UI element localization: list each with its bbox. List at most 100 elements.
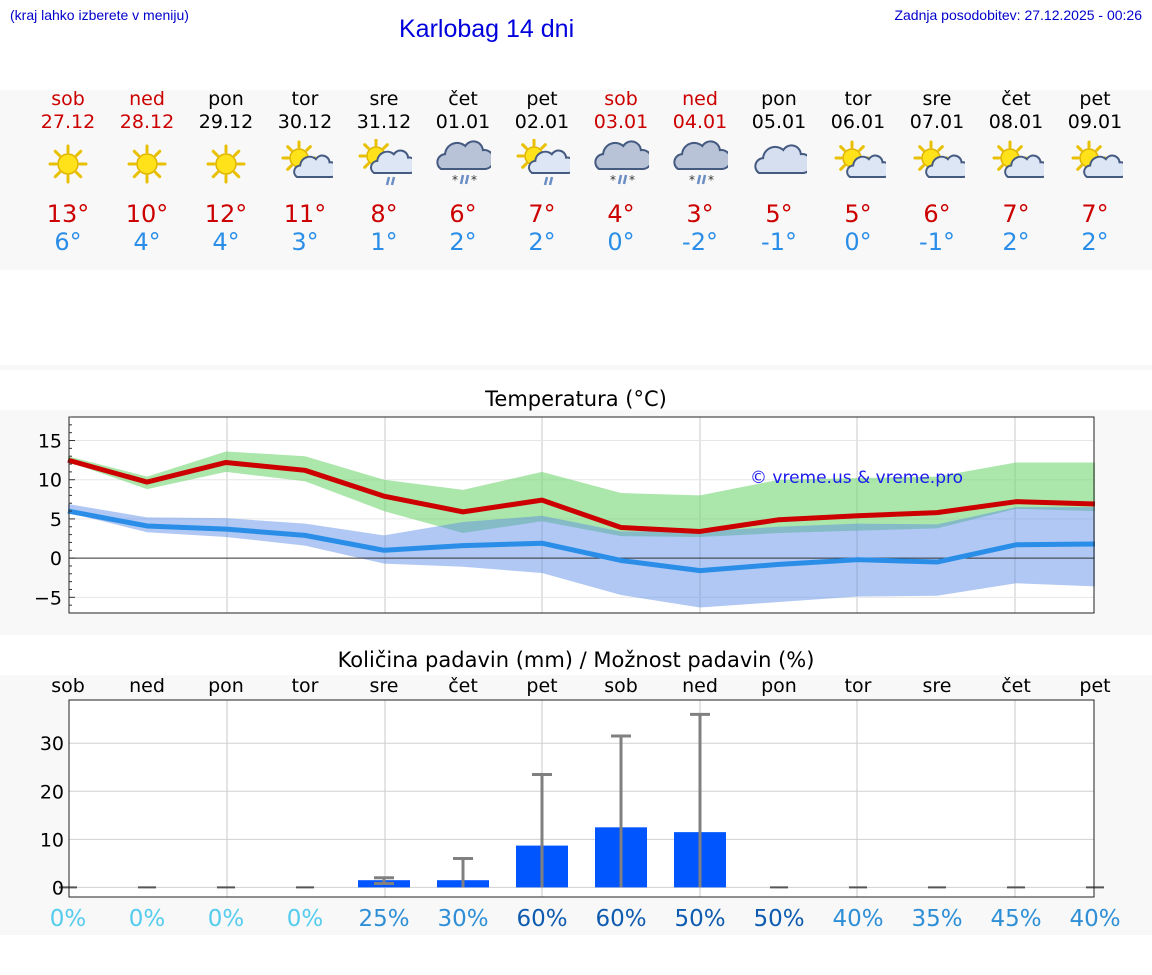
precip-probability: 60% xyxy=(595,906,646,932)
max-line xyxy=(67,457,1096,534)
day-date: 27.12 xyxy=(40,111,96,133)
sun-ray xyxy=(305,145,312,152)
temp-max: 5° xyxy=(765,200,793,228)
day-column: čet 08.01 7° 2° xyxy=(976,88,1056,256)
day-column: čet 01.01 * * 6° 2° xyxy=(423,88,503,256)
rain-drop xyxy=(464,174,470,185)
sun-disc xyxy=(136,153,158,175)
day-date: 30.12 xyxy=(277,111,333,133)
last-updated: Zadnja posodobitev: 27.12.2025 - 00:26 xyxy=(894,7,1142,23)
day-name: čet xyxy=(1001,88,1031,110)
sun-ray xyxy=(997,145,1004,152)
day-date: 01.01 xyxy=(435,111,491,133)
cloud-shape xyxy=(293,154,333,178)
cloud-shape xyxy=(370,149,412,174)
precip-probability: 45% xyxy=(990,906,1041,932)
day-column: sob 27.12 13° 6° xyxy=(28,88,108,256)
sun-ray xyxy=(53,149,62,158)
day-column: sob 03.01 * * 4° 0° xyxy=(581,88,661,256)
sun-ray xyxy=(74,170,83,179)
divider xyxy=(0,365,1152,370)
precip-probability: 40% xyxy=(1069,906,1120,932)
day-name: pet xyxy=(526,88,558,110)
x-category-label: sre xyxy=(923,675,952,697)
sun-ray xyxy=(540,143,547,150)
weather-icon-holder xyxy=(344,134,424,194)
temp-min: 4° xyxy=(133,228,161,256)
temp-min: 6° xyxy=(54,228,82,256)
x-category-label: tor xyxy=(845,675,872,697)
cloud-shape xyxy=(594,140,649,170)
temp-min: 0° xyxy=(607,228,635,256)
day-column: pon 05.01 5° -1° xyxy=(739,88,819,256)
rain-drop xyxy=(543,176,549,186)
sun-ray xyxy=(839,145,846,152)
sun-ray xyxy=(286,145,293,152)
day-date: 29.12 xyxy=(198,111,254,133)
precip-probability: 0% xyxy=(129,906,166,932)
temp-min: 2° xyxy=(1002,228,1030,256)
precip-probability: 0% xyxy=(287,906,324,932)
sun-ray xyxy=(363,143,370,150)
cloud-shape xyxy=(846,154,886,178)
precip-probability: 0% xyxy=(50,906,87,932)
day-column: pet 09.01 7° 2° xyxy=(1055,88,1135,256)
weather-icon-holder xyxy=(818,134,898,194)
temp-min: 0° xyxy=(844,228,872,256)
day-date: 06.01 xyxy=(830,111,886,133)
min-line xyxy=(67,508,1096,574)
weather-icon-holder xyxy=(502,134,582,194)
rain-drop xyxy=(459,174,465,185)
x-category-label: sre xyxy=(370,675,399,697)
sun-ray xyxy=(521,143,528,150)
snow-flake: * xyxy=(452,173,458,187)
sun-ray xyxy=(382,143,389,150)
sun-icon xyxy=(48,144,88,184)
sun-disc xyxy=(57,153,79,175)
day-name: sre xyxy=(369,88,399,110)
day-date: 04.01 xyxy=(672,111,728,133)
y-tick-label: 5 xyxy=(50,509,62,531)
cloud-shape xyxy=(754,144,807,174)
rain-drop xyxy=(696,174,702,185)
sun-icon xyxy=(206,144,246,184)
sun-ray xyxy=(286,164,293,171)
snow-flake: * xyxy=(629,173,635,187)
temp-max: 5° xyxy=(844,200,872,228)
x-category-label: ned xyxy=(682,675,718,697)
sun-cloud-icon xyxy=(992,140,1044,178)
temp-min: 2° xyxy=(449,228,477,256)
day-date: 07.01 xyxy=(909,111,965,133)
weather-icon-holder xyxy=(265,134,345,194)
day-name: sob xyxy=(51,88,85,110)
day-column: tor 06.01 5° 0° xyxy=(818,88,898,256)
temp-max: 7° xyxy=(1081,200,1109,228)
temp-min: 2° xyxy=(528,228,556,256)
temp-max: 11° xyxy=(283,200,327,228)
day-name: ned xyxy=(129,88,165,110)
temp-max: 12° xyxy=(204,200,248,228)
day-column: pet 02.01 7° 2° xyxy=(502,88,582,256)
sun-cloud-rain-icon xyxy=(358,139,412,186)
weather-icon-holder: * * xyxy=(581,134,661,194)
x-category-label: sob xyxy=(51,675,85,697)
cloud-sleet-icon: * * xyxy=(673,140,728,187)
y-tick-label: 30 xyxy=(40,733,64,755)
temp-min: -1° xyxy=(919,228,955,256)
rain-drop xyxy=(622,174,628,185)
x-category-label: pet xyxy=(1079,675,1110,697)
sun-icon xyxy=(127,144,167,184)
sun-ray xyxy=(363,162,370,169)
sun-ray xyxy=(521,162,528,169)
sun-ray xyxy=(153,170,162,179)
snow-flake: * xyxy=(471,173,477,187)
sun-cloud-icon xyxy=(1071,140,1123,178)
snow-flake: * xyxy=(689,173,695,187)
y-tick-label: 0 xyxy=(50,548,62,570)
temp-min: 2° xyxy=(1081,228,1109,256)
menu-hint: (kraj lahko izberete v meniju) xyxy=(10,7,189,23)
rain-drop xyxy=(701,174,707,185)
weather-icon-holder xyxy=(976,134,1056,194)
sun-ray xyxy=(1076,145,1083,152)
sun-ray xyxy=(132,149,141,158)
